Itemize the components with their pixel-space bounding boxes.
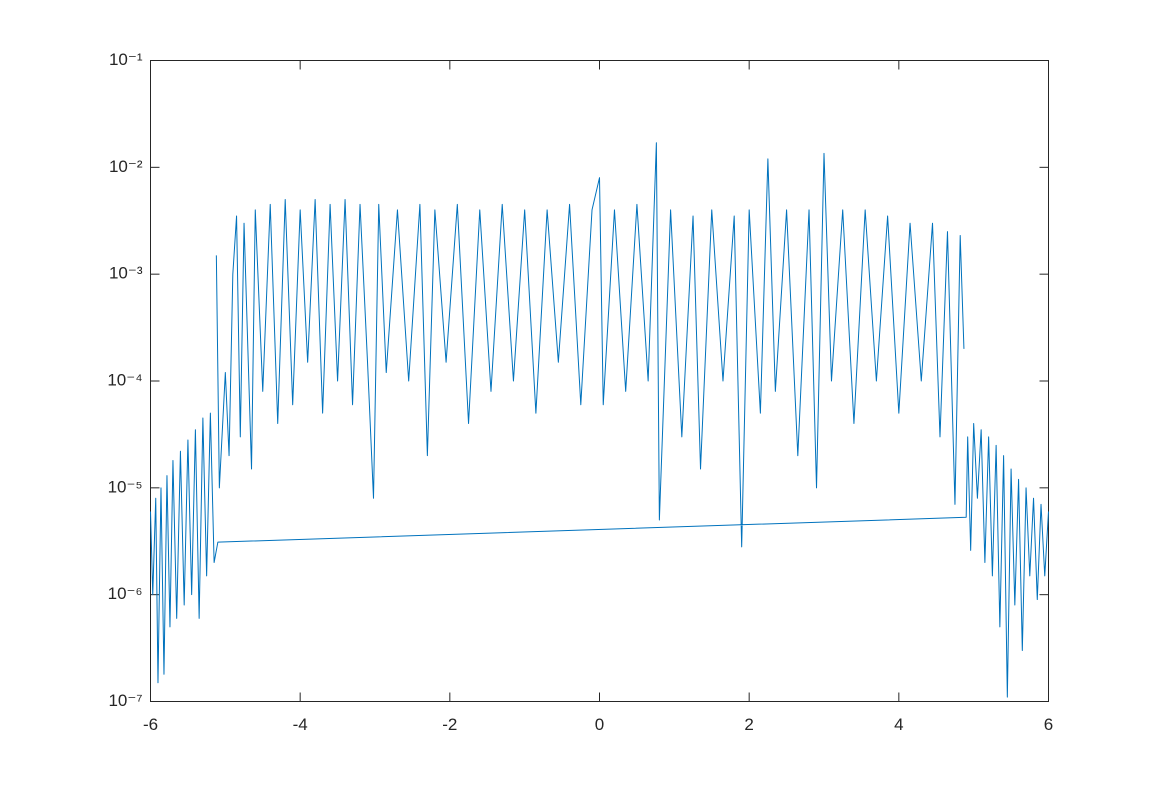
x-tick-label: 0 [595,715,604,734]
y-tick-label: 10⁻⁶ [108,584,143,603]
y-tick-label: 10⁻¹ [109,50,143,69]
y-tick-label: 10⁻⁷ [108,691,142,710]
x-tick-label: -6 [143,715,158,734]
y-tick-label: 10⁻² [109,157,143,176]
x-tick-label: 4 [894,715,903,734]
x-tick-label: 6 [1044,715,1053,734]
data-line [150,142,1049,698]
x-tick-label: -4 [293,715,308,734]
y-tick-label: 10⁻⁵ [108,477,143,496]
x-tick-label: -2 [442,715,457,734]
x-tick-label: 2 [744,715,753,734]
y-tick-label: 10⁻⁴ [107,370,142,389]
y-tick-label: 10⁻³ [109,264,143,283]
